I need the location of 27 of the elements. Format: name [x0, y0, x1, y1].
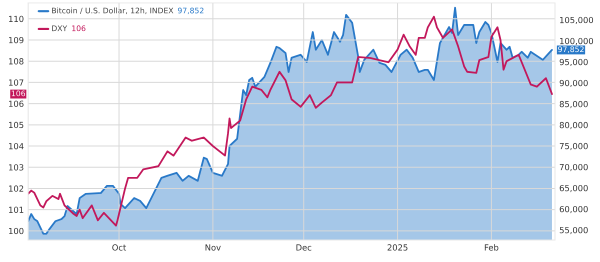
y-tick-label: 110 [9, 16, 24, 22]
y2-tick-label: 85,000 [560, 100, 588, 108]
y-tick-label: 100 [9, 228, 24, 234]
y2-tick-label: 80,000 [560, 122, 588, 130]
y-tick-label: 104 [9, 143, 24, 150]
y2-tick-label: 105,000 [560, 16, 594, 24]
y2-tick-label: 95,000 [560, 58, 588, 66]
y2-tick-label: 70,000 [560, 164, 588, 172]
x-tick-label: Nov [206, 244, 221, 251]
y-tick-label: 102 [9, 185, 24, 192]
y-tick-label: 106 [9, 100, 24, 107]
x-tick-label: 2025 [388, 244, 408, 251]
y2-tick-label: 100,000 [560, 38, 594, 46]
y-tick-label: 107 [9, 79, 24, 86]
y-tick-label: 109 [9, 36, 24, 44]
y-tick-label: 101 [9, 206, 24, 213]
y2-tick-label: 60,000 [560, 206, 588, 214]
x-tick-label: Dec [296, 244, 312, 251]
x-tick-label: Oct [112, 244, 126, 251]
y2-tick-label: 75,000 [560, 142, 588, 150]
y-tick-label: 105 [9, 122, 24, 128]
y-tick-label: 108 [9, 58, 24, 64]
x-tick-label: Feb [484, 244, 498, 251]
y2-tick-label: 90,000 [560, 80, 588, 88]
y2-tick-label: 55,000 [560, 226, 588, 234]
y2-tick-label: 65,000 [560, 184, 588, 192]
y-tick-label: 103 [9, 164, 24, 171]
